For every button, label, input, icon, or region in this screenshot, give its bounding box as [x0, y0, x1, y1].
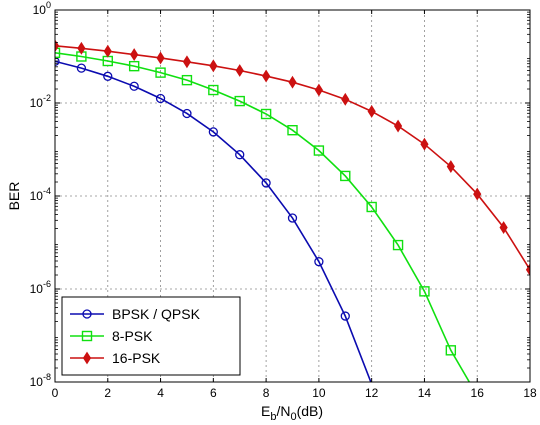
x-tick-label: 10 — [312, 386, 326, 400]
data-point — [287, 213, 298, 223]
data-point — [288, 75, 297, 89]
data-point — [76, 63, 87, 73]
data-point — [314, 83, 323, 97]
data-point — [55, 47, 61, 59]
data-point — [262, 69, 271, 83]
legend-marker — [82, 351, 92, 365]
data-point — [313, 145, 325, 156]
x-axis-label-mid: /N — [276, 403, 290, 419]
legend-label: BPSK / QPSK — [112, 306, 201, 322]
y-tick-exponent: -6 — [43, 279, 51, 289]
x-tick-label: 12 — [365, 386, 379, 400]
data-point — [392, 239, 404, 251]
legend-label: 16-PSK — [112, 350, 161, 366]
data-point — [209, 59, 218, 73]
x-tick-label: 16 — [471, 386, 485, 400]
series-line — [55, 52, 471, 382]
data-point — [314, 257, 324, 267]
y-tick-base: 10 — [30, 375, 44, 389]
x-axis-label-base: E — [261, 403, 270, 419]
y-tick-label: 10-8 — [30, 372, 51, 389]
x-tick-label: 14 — [418, 386, 432, 400]
data-point — [234, 95, 245, 107]
series-0 — [55, 56, 372, 382]
data-point — [182, 108, 192, 119]
data-point — [445, 345, 457, 356]
y-tick-label: 100 — [33, 0, 51, 17]
y-tick-base: 10 — [33, 3, 47, 17]
data-point — [419, 286, 430, 297]
data-point — [446, 160, 455, 173]
data-point — [340, 311, 350, 321]
x-axis-label-sub2: 0 — [290, 411, 296, 423]
data-point — [208, 84, 219, 96]
data-point — [55, 39, 60, 53]
data-point — [130, 48, 139, 62]
data-point — [208, 127, 218, 137]
data-point — [128, 60, 140, 72]
data-point — [155, 67, 166, 78]
y-tick-exponent: -8 — [43, 372, 51, 382]
legend: BPSK / QPSK 8-PSK 16-PSK — [61, 296, 241, 376]
y-tick-label: 10-4 — [30, 186, 51, 203]
x-tick-label: 2 — [104, 386, 111, 400]
legend-label: 8-PSK — [112, 328, 153, 344]
y-tick-label: 10-2 — [30, 93, 51, 110]
data-point — [103, 71, 113, 81]
data-point — [340, 170, 351, 182]
data-point — [420, 137, 429, 151]
data-point — [55, 56, 60, 67]
y-tick-base: 10 — [30, 189, 44, 203]
data-point — [77, 41, 86, 55]
data-point — [181, 74, 193, 86]
data-point — [393, 119, 403, 133]
legend-marker — [81, 330, 93, 342]
data-point — [235, 64, 244, 77]
data-point — [129, 81, 139, 91]
y-tick-exponent: -4 — [43, 186, 51, 196]
data-point — [473, 187, 482, 201]
series-1 — [55, 47, 471, 382]
x-tick-label: 4 — [157, 386, 164, 400]
data-point — [103, 44, 112, 58]
x-tick-label: 18 — [523, 386, 537, 400]
x-axis-label: Eb/N0(dB) — [261, 403, 323, 423]
series-line — [55, 60, 372, 382]
x-tick-label: 8 — [263, 386, 270, 400]
data-point — [155, 93, 166, 104]
y-tick-exponent: 0 — [46, 0, 51, 10]
y-axis-label: BER — [6, 182, 22, 211]
y-tick-base: 10 — [30, 96, 44, 110]
x-axis-label-sub1: b — [270, 411, 276, 423]
series-2 — [55, 39, 530, 277]
data-point — [287, 125, 298, 136]
x-tick-label: 6 — [210, 386, 217, 400]
data-point — [156, 51, 165, 65]
x-tick-label: 0 — [52, 386, 59, 400]
data-point — [366, 201, 377, 213]
y-tick-base: 10 — [30, 282, 44, 296]
data-point — [341, 92, 350, 106]
data-point — [182, 55, 192, 69]
series-layer — [55, 39, 530, 382]
y-tick-label: 10-6 — [30, 279, 51, 296]
legend-marker — [82, 309, 92, 319]
data-point — [367, 104, 376, 118]
data-point — [499, 221, 508, 234]
data-point — [235, 150, 245, 160]
data-point — [260, 108, 272, 120]
y-tick-exponent: -2 — [43, 93, 51, 103]
x-axis-label-tail: (dB) — [297, 403, 323, 419]
data-point — [261, 178, 271, 188]
